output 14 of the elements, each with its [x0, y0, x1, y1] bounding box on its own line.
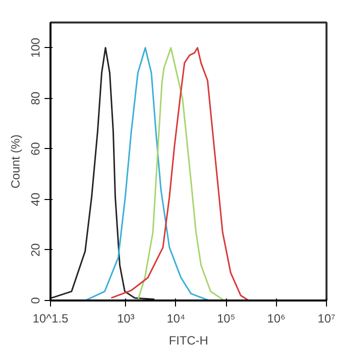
- y-tick-label: 0: [28, 296, 42, 304]
- x-tick-label: 10⁷: [318, 312, 336, 326]
- y-axis-title: Count (%): [8, 134, 22, 189]
- x-tick-label: 10⁵: [216, 312, 236, 326]
- y-tick-label: 80: [28, 91, 42, 105]
- y-tick-label: 60: [28, 142, 42, 156]
- x-tick-label: 10⁴: [166, 312, 186, 326]
- y-tick-label: 100: [28, 37, 42, 58]
- x-tick-label: 10⁶: [267, 312, 286, 326]
- x-tick-label: 10^1.5: [32, 312, 69, 326]
- y-tick-label: 40: [28, 192, 42, 206]
- x-tick-label: 10³: [117, 312, 134, 326]
- x-axis-title: FITC-H: [168, 334, 208, 348]
- y-tick-label: 20: [28, 242, 42, 257]
